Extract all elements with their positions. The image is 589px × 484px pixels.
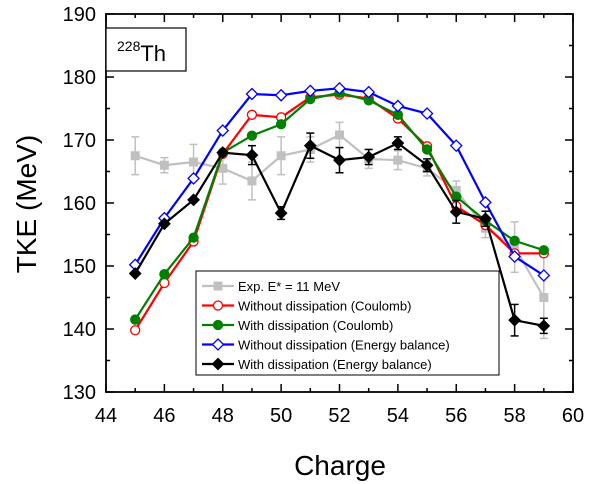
x-tick-label: 58 <box>504 405 526 427</box>
data-point <box>128 267 142 280</box>
y-axis-title: TKE (MeV) <box>11 135 42 273</box>
data-point <box>274 206 288 220</box>
data-point <box>333 81 346 95</box>
y-tick-label: 150 <box>63 256 96 278</box>
legend-label: With dissipation (Coulomb) <box>238 318 393 333</box>
legend-swatch-marker <box>211 338 225 351</box>
data-point <box>187 172 200 185</box>
plot-frame <box>105 13 574 393</box>
legend: Exp. E* = 11 MeV Without dissipation (Cou… <box>195 270 500 376</box>
data-point <box>159 160 169 170</box>
data-point <box>537 319 551 333</box>
data-point <box>275 119 287 130</box>
data-point <box>130 314 141 325</box>
nucleus-mass-number: 228 <box>117 38 141 54</box>
data-point <box>508 250 522 263</box>
series-3 <box>128 81 551 282</box>
data-point <box>479 212 492 226</box>
legend-swatch-marker <box>212 300 224 311</box>
data-point <box>247 176 257 186</box>
data-point <box>508 313 522 327</box>
data-point <box>393 155 403 165</box>
data-point <box>362 85 376 99</box>
legend-entry: With dissipation (Energy balance) <box>202 357 432 372</box>
y-tick-label: 170 <box>63 130 96 152</box>
data-point <box>333 153 346 167</box>
data-point <box>216 124 230 137</box>
data-point <box>538 245 549 256</box>
y-tick-label: 140 <box>63 319 96 341</box>
nucleus-label-box: 228Th <box>105 27 187 72</box>
legend-label: Exp. E* = 11 MeV <box>238 279 340 294</box>
data-point <box>537 269 551 282</box>
legend-swatch-marker <box>211 357 225 371</box>
legend-label: Without dissipation (Coulomb) <box>238 299 411 314</box>
data-point <box>276 151 286 161</box>
data-point <box>420 107 434 120</box>
x-tick-label: 54 <box>387 405 409 427</box>
x-tick-label: 56 <box>445 405 467 427</box>
svg-text:228Th: 228Th <box>117 38 166 66</box>
series-layer <box>128 81 551 340</box>
ticks-layer: 44 46 48 50 52 54 56 58 60 130 140 150 160 170 180 190 <box>63 4 585 427</box>
data-point <box>420 158 434 172</box>
legend-label: With dissipation (Energy balance) <box>238 357 432 372</box>
series-4 <box>128 132 551 337</box>
data-point <box>130 325 141 336</box>
legend-swatch-marker <box>213 281 223 291</box>
data-point <box>246 130 258 141</box>
data-point <box>187 193 200 207</box>
y-tick-label: 190 <box>63 4 96 26</box>
data-point <box>246 109 258 120</box>
data-point <box>362 150 376 164</box>
data-point <box>130 151 140 161</box>
x-axis-title: Charge <box>294 450 386 481</box>
data-point <box>189 157 199 167</box>
legend-entry: With dissipation (Coulomb) <box>202 318 393 333</box>
x-tick-label: 48 <box>212 405 234 427</box>
legend-entry: Exp. E* = 11 MeV <box>202 279 340 294</box>
data-point <box>449 205 463 219</box>
data-point <box>216 146 230 160</box>
nucleus-element: Th <box>140 41 166 66</box>
y-tick-label: 130 <box>63 382 96 404</box>
x-tick-label: 44 <box>95 405 117 427</box>
data-point <box>274 88 288 102</box>
data-point <box>303 139 317 153</box>
x-tick-label: 60 <box>562 405 584 427</box>
data-point <box>479 195 492 209</box>
x-tick-label: 46 <box>153 405 175 427</box>
legend-label: Without dissipation (Energy balance) <box>238 338 450 353</box>
data-point <box>335 130 344 140</box>
x-tick-label: 52 <box>328 405 350 427</box>
data-point <box>303 84 317 98</box>
x-tick-label: 50 <box>270 405 292 427</box>
data-point <box>188 232 199 243</box>
data-point <box>421 144 433 155</box>
data-point <box>391 136 405 150</box>
data-point <box>245 87 259 101</box>
legend-entry: Without dissipation (Coulomb) <box>202 299 411 314</box>
data-point <box>449 139 463 153</box>
legend-swatch-marker <box>212 319 224 331</box>
y-tick-label: 160 <box>63 193 96 215</box>
data-point <box>391 99 405 113</box>
data-point <box>509 235 520 246</box>
y-tick-label: 180 <box>63 67 96 89</box>
data-point <box>157 217 171 231</box>
data-point <box>245 148 259 162</box>
legend-entry: Without dissipation (Energy balance) <box>202 338 450 353</box>
data-point <box>159 269 170 280</box>
data-point <box>539 293 549 302</box>
